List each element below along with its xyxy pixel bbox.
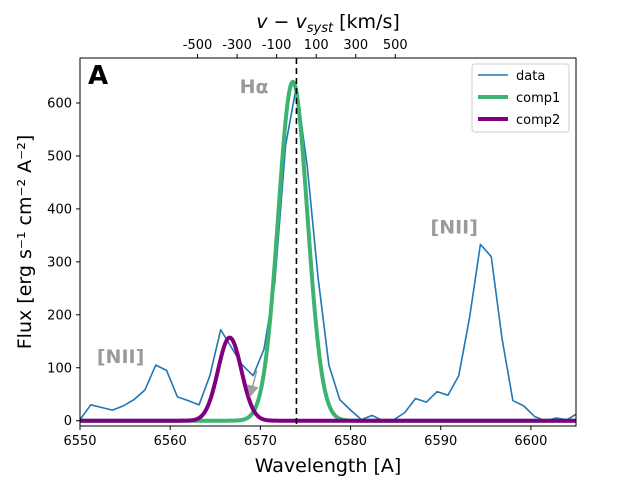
top-tick-label: -100	[262, 38, 292, 53]
y-tick-label: 200	[47, 308, 72, 323]
x-tick-label: 6590	[424, 434, 457, 449]
y-tick-label: 0	[64, 414, 72, 429]
x-axis-label: Wavelength [A]	[255, 455, 402, 477]
x-tick-label: 6550	[63, 434, 96, 449]
top-tick-label: -300	[222, 38, 252, 53]
plot-area	[80, 79, 576, 423]
x-tick-label: 6570	[244, 434, 277, 449]
axes-frame	[79, 57, 577, 427]
legend-label-comp2: comp2	[516, 113, 560, 128]
x-tick-label: 6560	[154, 434, 187, 449]
legend-label-comp1: comp1	[516, 91, 560, 106]
top-tick-label: 500	[383, 38, 408, 53]
y-tick-label: 300	[47, 255, 72, 270]
series-data-line	[80, 85, 576, 422]
x-tick-label: 6600	[514, 434, 547, 449]
legend: data comp1 comp2	[471, 63, 570, 133]
x-tick-label: 6580	[334, 434, 367, 449]
legend-label-data: data	[516, 69, 545, 84]
annotation-label: [NII]	[97, 346, 144, 368]
y-axis-label: Flux [erg s⁻¹ cm⁻² A⁻²]	[14, 135, 36, 350]
top-tick-label: 100	[304, 38, 329, 53]
annotation-label: Hα	[240, 76, 269, 98]
panel-label: A	[88, 61, 108, 91]
y-tick-label: 100	[47, 361, 72, 376]
top-tick-label: -500	[183, 38, 213, 53]
y-tick-label: 600	[47, 97, 72, 112]
legend-box	[471, 63, 570, 133]
y-tick-label: 400	[47, 202, 72, 217]
series-comp2-line	[80, 335, 576, 423]
top-tick-label: 300	[343, 38, 368, 53]
top-axis-label: v − vsyst [km/s]	[256, 11, 400, 36]
y-tick-label: 500	[47, 149, 72, 164]
annotation-arrow	[247, 370, 259, 398]
annotation-label: [NII]	[431, 216, 478, 238]
